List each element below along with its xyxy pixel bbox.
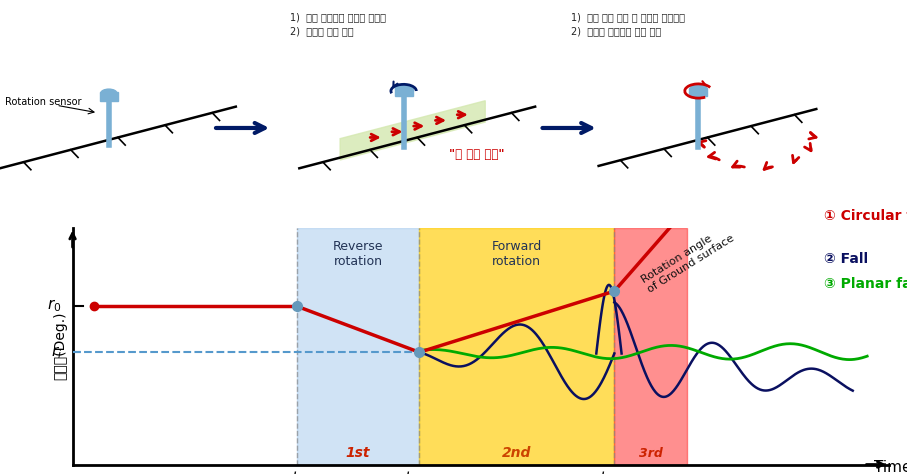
Bar (419, 228, 614, 465)
Bar (689, 88, 707, 96)
Text: $t_i$: $t_i$ (291, 470, 302, 474)
Bar (100, 92, 118, 101)
Text: "각 역전 발생": "각 역전 발생" (449, 147, 504, 161)
Text: Time (sec): Time (sec) (874, 459, 907, 474)
Circle shape (690, 84, 707, 93)
Circle shape (395, 84, 412, 93)
Text: Rotation sensor: Rotation sensor (5, 97, 81, 107)
Text: ① Circular failure: ① Circular failure (824, 210, 907, 223)
Bar (297, 228, 419, 465)
Text: ② Fall: ② Fall (824, 252, 868, 266)
Text: Reverse
rotation: Reverse rotation (333, 240, 383, 268)
Bar (395, 88, 413, 96)
Text: ③ Planar failure: ③ Planar failure (824, 277, 907, 291)
Text: $r_0$: $r_0$ (47, 298, 62, 314)
Text: Rotation angle
of Ground surface: Rotation angle of Ground surface (639, 223, 736, 294)
Polygon shape (340, 101, 485, 160)
Text: $t_{i+1}$: $t_{i+1}$ (405, 470, 434, 474)
Text: 3rd: 3rd (639, 447, 662, 459)
Circle shape (101, 89, 117, 98)
Text: 1)  초기 강우단계 지면의 슬뛸선: 1) 초기 강우단계 지면의 슬뛸선 (290, 12, 386, 22)
Text: 2)  센서의 회전방향 역전 발생: 2) 센서의 회전방향 역전 발생 (571, 26, 662, 36)
Y-axis label: 회전각(Deg.): 회전각(Deg.) (53, 312, 67, 380)
Text: Forward
rotation: Forward rotation (492, 240, 542, 268)
Text: 2)  센서의 회전 발생: 2) 센서의 회전 발생 (290, 26, 354, 36)
Text: 1st: 1st (346, 446, 370, 459)
Bar (614, 228, 687, 465)
Text: 1)  오랜 비가 내린 후 지면의 포화상태: 1) 오랜 비가 내린 후 지면의 포화상태 (571, 12, 686, 22)
Text: $t_{i+2}$: $t_{i+2}$ (600, 470, 629, 474)
Text: $r_i$: $r_i$ (51, 344, 62, 361)
Text: 2nd: 2nd (502, 446, 532, 459)
